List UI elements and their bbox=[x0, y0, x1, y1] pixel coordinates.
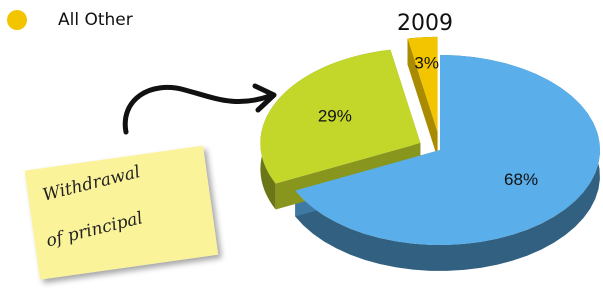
annotation-note: Withdrawal of principal bbox=[25, 146, 219, 280]
legend: All Other bbox=[7, 10, 133, 30]
pie: 68% 29% 3% bbox=[260, 37, 600, 271]
legend-swatch bbox=[7, 10, 27, 30]
legend-label: All Other bbox=[58, 10, 133, 30]
arrow bbox=[125, 87, 270, 132]
data-label: 29% bbox=[318, 107, 352, 126]
data-label: 3% bbox=[414, 53, 439, 72]
chart-title: 2009 bbox=[397, 11, 453, 36]
chart: 2009 Withdrawal of principal 68% 29% 3% Al… bbox=[0, 0, 603, 299]
data-label: 68% bbox=[504, 170, 538, 189]
